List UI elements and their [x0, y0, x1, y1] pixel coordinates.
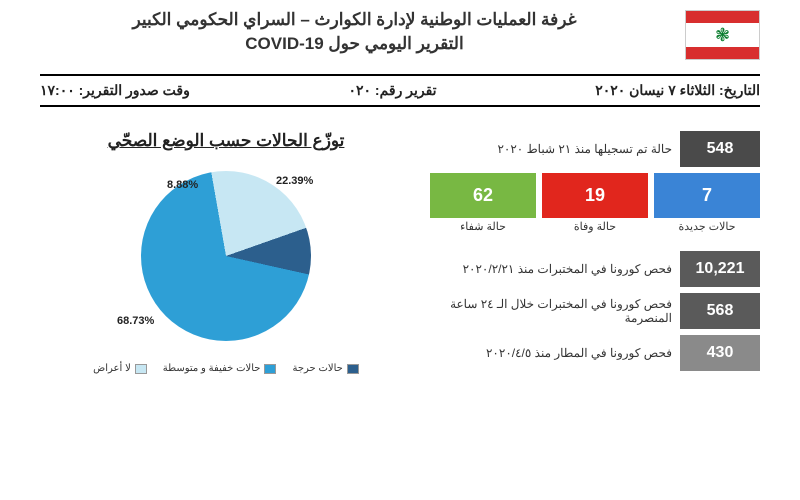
chart-column: توزّع الحالات حسب الوضع الصحّي 22.39% 8.…: [40, 131, 412, 374]
triple-recovered-label: حالة شفاء: [430, 218, 536, 233]
triple-death-value: 19: [542, 173, 648, 218]
triple-new-value: 7: [654, 173, 760, 218]
legend-critical: حالات حرجة: [292, 363, 358, 374]
triple-stats: 7 حالات جديدة 19 حالة وفاة 62 حالة شفاء: [430, 173, 760, 233]
stat-tests-total-label: فحص كورونا في المختبرات منذ ٢٠٢٠/٢/٢١: [430, 251, 680, 287]
stat-tests-total: 10,221 فحص كورونا في المختبرات منذ ٢٠٢٠/…: [430, 251, 760, 287]
stat-tests-24h-label: فحص كورونا في المختبرات خلال الـ ٢٤ ساعة…: [430, 293, 680, 329]
pct-mild: 68.73%: [117, 315, 154, 327]
stat-tests-24h: 568 فحص كورونا في المختبرات خلال الـ ٢٤ …: [430, 293, 760, 329]
triple-recovered: 62 حالة شفاء: [430, 173, 536, 233]
cedar-icon: ❃: [715, 26, 730, 44]
legend-no-symptoms: لا أعراض: [93, 363, 147, 374]
stats-column: 548 حالة تم تسجيلها منذ ٢١ شباط ٢٠٢٠ 7 ح…: [430, 131, 760, 371]
stat-registered-label: حالة تم تسجيلها منذ ٢١ شباط ٢٠٢٠: [430, 131, 680, 167]
pie-chart: 22.39% 8.88% 68.73%: [111, 157, 341, 357]
legend-mild: حالات خفيفة و متوسطة: [163, 363, 277, 374]
meta-date: التاريخ: الثلاثاء ٧ نيسان ٢٠٢٠: [595, 82, 760, 99]
meta-report-no: تقرير رقم: ٠٢٠: [348, 82, 436, 99]
stat-tests-airport-label: فحص كورونا في المطار منذ ٢٠٢٠/٤/٥: [430, 335, 680, 371]
stat-tests-airport: 430 فحص كورونا في المطار منذ ٢٠٢٠/٤/٥: [430, 335, 760, 371]
flag-icon: ❃: [685, 10, 760, 60]
meta-issue-time: وقت صدور التقرير: ١٧:٠٠: [40, 82, 190, 99]
stat-tests-airport-value: 430: [680, 335, 760, 371]
stat-tests-total-value: 10,221: [680, 251, 760, 287]
stat-registered-value: 548: [680, 131, 760, 167]
pct-no-symptoms: 22.39%: [276, 175, 313, 187]
meta-row: التاريخ: الثلاثاء ٧ نيسان ٢٠٢٠ تقرير رقم…: [40, 74, 760, 107]
triple-death: 19 حالة وفاة: [542, 173, 648, 233]
chart-legend: حالات حرجة حالات خفيفة و متوسطة لا أعراض: [40, 363, 412, 374]
triple-recovered-value: 62: [430, 173, 536, 218]
triple-new-label: حالات جديدة: [654, 218, 760, 233]
header-title-1: غرفة العمليات الوطنية لإدارة الكوارث – ا…: [40, 10, 669, 30]
stat-tests-24h-value: 568: [680, 293, 760, 329]
stat-registered: 548 حالة تم تسجيلها منذ ٢١ شباط ٢٠٢٠: [430, 131, 760, 167]
report-header: ❃ غرفة العمليات الوطنية لإدارة الكوارث –…: [40, 10, 760, 60]
triple-new: 7 حالات جديدة: [654, 173, 760, 233]
chart-title: توزّع الحالات حسب الوضع الصحّي: [40, 131, 412, 151]
triple-death-label: حالة وفاة: [542, 218, 648, 233]
pct-critical: 8.88%: [167, 179, 198, 191]
header-title-2: التقرير اليومي حول COVID-19: [40, 34, 669, 54]
